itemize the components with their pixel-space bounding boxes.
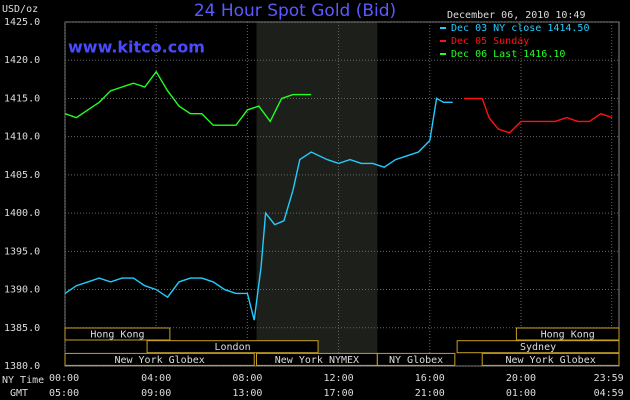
session-box (146, 340, 319, 354)
y-tick-label: 1400.0 (4, 208, 40, 219)
x-row-label: NY Time (2, 375, 44, 386)
x-tick-label: 23:59 (594, 373, 624, 384)
gmt-tick-label: 05:00 (49, 388, 79, 399)
series-line (464, 97, 613, 134)
y-tick-label: 1425.0 (4, 17, 40, 28)
timestamp: December 06, 2010 10:49 (447, 10, 585, 21)
x-row-label: GMT (10, 388, 28, 399)
y-tick-label: 1395.0 (4, 246, 40, 257)
session-label: Hong Kong (541, 330, 595, 341)
x-tick-label: 12:00 (324, 373, 354, 384)
x-tick-label: 20:00 (506, 373, 536, 384)
session-label: NY Globex (389, 355, 443, 366)
y-tick-label: 1410.0 (4, 132, 40, 143)
gmt-tick-label: 01:00 (506, 388, 536, 399)
session-label: New York NYMEX (275, 355, 359, 366)
gmt-tick-label: 17:00 (324, 388, 354, 399)
gmt-tick-label: 04:59 (594, 388, 624, 399)
y-tick-label: 1420.0 (4, 55, 40, 66)
y-tick-label: 1415.0 (4, 93, 40, 104)
x-tick-label: 00:00 (49, 373, 79, 384)
session-label: New York Globex (114, 355, 204, 366)
session-label: New York Globex (505, 355, 595, 366)
session-label: Sydney (520, 342, 556, 353)
session-box (456, 340, 620, 354)
x-tick-label: 08:00 (232, 373, 262, 384)
gmt-tick-label: 21:00 (415, 388, 445, 399)
legend-label: Dec 03 NY close 1414.50 (451, 23, 589, 34)
series-line (64, 97, 453, 321)
y-tick-label: 1390.0 (4, 285, 40, 296)
session-box (376, 352, 456, 366)
gmt-tick-label: 09:00 (141, 388, 171, 399)
session-label: Hong Kong (90, 330, 144, 341)
session-box (515, 327, 620, 341)
x-tick-label: 04:00 (141, 373, 171, 384)
session-box (64, 352, 255, 366)
y-tick-label: 1380.0 (4, 361, 40, 372)
series-line (64, 70, 312, 126)
session-shade (256, 22, 378, 366)
y-tick-label: 1405.0 (4, 170, 40, 181)
legend-label: Dec 05 Sunday (451, 36, 529, 47)
chart-title: 24 Hour Spot Gold (Bid) (194, 1, 396, 21)
session-label: London (215, 342, 251, 353)
gmt-tick-label: 13:00 (232, 388, 262, 399)
watermark: www.kitco.com (68, 38, 205, 57)
x-tick-label: 16:00 (415, 373, 445, 384)
session-box (64, 327, 171, 341)
legend-label: Dec 06 Last 1416.10 (451, 49, 565, 60)
session-box (481, 352, 620, 366)
y-axis-label: USD/oz (2, 4, 38, 15)
y-tick-label: 1385.0 (4, 323, 40, 334)
